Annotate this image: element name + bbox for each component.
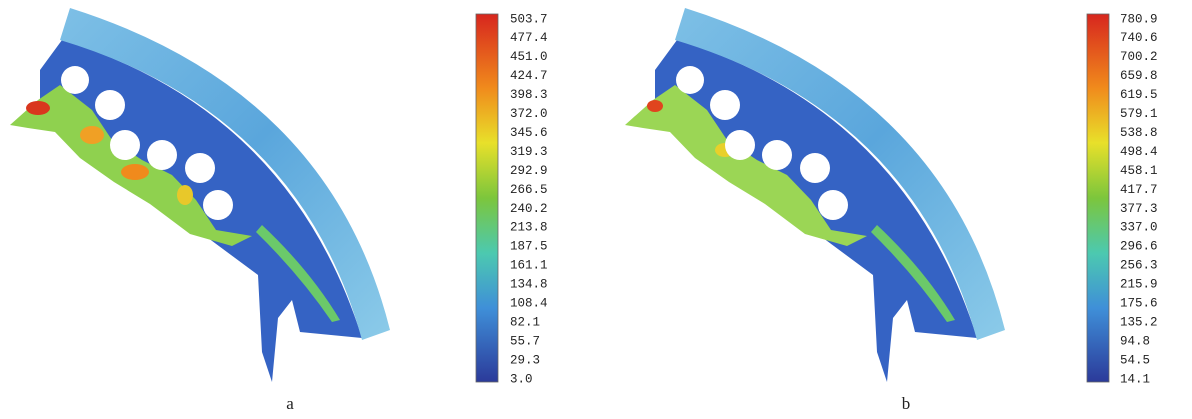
scale-label: 780.9 xyxy=(1120,12,1158,26)
rim xyxy=(675,8,1005,340)
scale-label: 477.4 xyxy=(510,31,548,45)
scale-label: 54.5 xyxy=(1120,353,1150,367)
scale-label: 659.8 xyxy=(1120,69,1158,83)
rib xyxy=(871,225,955,322)
scale-label: 451.0 xyxy=(510,50,548,64)
scale-label: 619.5 xyxy=(1120,88,1158,102)
scale-label: 538.8 xyxy=(1120,126,1158,140)
scale-label: 240.2 xyxy=(510,202,548,216)
hotspot xyxy=(177,185,193,205)
hotspot xyxy=(121,164,149,180)
scale-label: 498.4 xyxy=(1120,145,1158,159)
strip xyxy=(625,85,867,246)
scale-label: 503.7 xyxy=(510,12,548,26)
scale-label: 215.9 xyxy=(1120,278,1158,292)
color-bar xyxy=(475,13,499,383)
scale-label: 187.5 xyxy=(510,240,548,254)
holes xyxy=(676,66,848,220)
scale-label: 213.8 xyxy=(510,221,548,235)
holes xyxy=(61,66,233,220)
scale-label: 398.3 xyxy=(510,88,548,102)
color-bar xyxy=(1086,13,1110,383)
hotspot xyxy=(26,101,50,115)
scale-label: 372.0 xyxy=(510,107,548,121)
scale-label: 3.0 xyxy=(510,372,533,386)
scale-label: 424.7 xyxy=(510,69,548,83)
scale-label: 135.2 xyxy=(1120,315,1158,329)
scale-label: 458.1 xyxy=(1120,164,1158,178)
part-a xyxy=(10,8,390,382)
scale-label: 55.7 xyxy=(510,334,540,348)
scale-label: 292.9 xyxy=(510,164,548,178)
scale-label: 700.2 xyxy=(1120,50,1158,64)
caption: a xyxy=(286,394,294,413)
scale-label: 134.8 xyxy=(510,278,548,292)
scale-label: 256.3 xyxy=(1120,259,1158,273)
hotspot xyxy=(80,126,104,144)
rib xyxy=(256,225,340,322)
scale-label: 266.5 xyxy=(510,183,548,197)
scale-label: 82.1 xyxy=(510,315,540,329)
scale-label: 175.6 xyxy=(1120,297,1158,311)
scale-label: 579.1 xyxy=(1120,107,1158,121)
scale-label: 94.8 xyxy=(1120,334,1150,348)
scale-label: 377.3 xyxy=(1120,202,1158,216)
scale-label: 161.1 xyxy=(510,259,548,273)
caption: b xyxy=(902,394,911,413)
hotspot xyxy=(647,100,663,112)
scale-label: 296.6 xyxy=(1120,240,1158,254)
scale-label: 345.6 xyxy=(510,126,548,140)
scale-label: 14.1 xyxy=(1120,372,1150,386)
part-b xyxy=(625,8,1005,382)
rim xyxy=(60,8,390,340)
scale-label: 108.4 xyxy=(510,297,548,311)
scale-label: 319.3 xyxy=(510,145,548,159)
scale-label: 417.7 xyxy=(1120,183,1158,197)
scale-label: 337.0 xyxy=(1120,221,1158,235)
scale-label: 29.3 xyxy=(510,353,540,367)
scale-label: 740.6 xyxy=(1120,31,1158,45)
